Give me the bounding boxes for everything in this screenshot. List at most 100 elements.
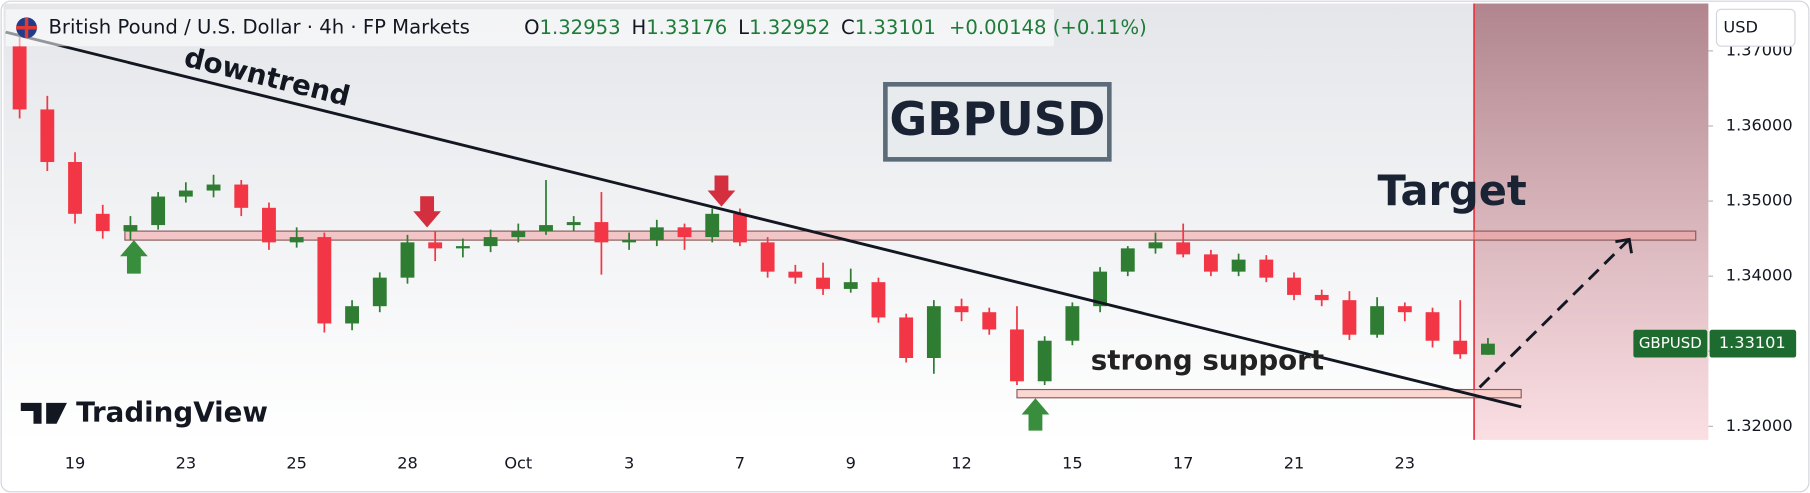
candle-body — [372, 277, 387, 307]
h-value: 1.33176 — [646, 15, 727, 38]
candle-body — [1481, 343, 1495, 355]
x-tick-label: 21 — [1284, 454, 1305, 473]
candle-body — [428, 242, 443, 249]
candle-body — [1148, 242, 1163, 249]
l-value: 1.32952 — [749, 15, 830, 38]
candle-body — [1342, 300, 1357, 335]
currency-button[interactable] — [1715, 8, 1796, 47]
title-box — [883, 82, 1112, 162]
candle-body — [788, 271, 803, 278]
l-label: L — [738, 15, 749, 38]
candle-body — [68, 162, 82, 214]
currency-label[interactable]: USD — [1723, 17, 1758, 36]
candle-body — [206, 184, 221, 191]
candle-body — [622, 240, 637, 243]
candle-body — [954, 306, 969, 313]
candle-body — [677, 227, 692, 238]
candle-body — [982, 312, 997, 330]
symbol-title: British Pound / U.S. Dollar · 4h · FP Ma… — [48, 15, 469, 38]
candle-body — [1037, 340, 1052, 382]
candle-body — [1397, 306, 1412, 313]
candle-body — [455, 246, 470, 249]
candle-body — [400, 242, 415, 278]
c-value: 1.33101 — [855, 15, 936, 38]
x-tick-label: 19 — [65, 454, 86, 473]
price-axis-bg — [1708, 3, 1806, 443]
candle-body — [1176, 242, 1191, 255]
target-projection — [1478, 238, 1631, 389]
candle-body — [843, 282, 858, 289]
x-tick-label: 15 — [1062, 454, 1083, 473]
candle-body — [1425, 312, 1440, 341]
x-tick-label: 12 — [951, 454, 972, 473]
down-arrow — [707, 175, 736, 207]
chart-title: GBPUSD — [889, 92, 1105, 146]
support-zone — [1016, 388, 1522, 399]
candle-body — [1120, 248, 1135, 272]
ohlc-readout: O1.32953 H1.33176 L1.32952 C1.33101 +0.0… — [524, 15, 1147, 38]
trendline — [5, 30, 1522, 409]
candle-body — [483, 237, 498, 247]
c-label: C — [841, 15, 855, 38]
candle-body — [1453, 340, 1468, 355]
candle-body — [317, 237, 332, 324]
target-arrowhead — [1615, 237, 1633, 254]
flag-cross — [16, 17, 37, 39]
candle-body — [871, 282, 886, 318]
candle-body — [511, 231, 526, 238]
x-tick-label: 9 — [846, 454, 856, 473]
y-tick-label: 1.36000 — [1726, 115, 1793, 134]
last-price: 1.33101 — [1719, 333, 1786, 352]
candle-body — [178, 190, 193, 197]
y-tick-label: 1.34000 — [1726, 266, 1793, 285]
candle-body — [123, 225, 138, 232]
candle-body — [40, 109, 55, 163]
candle-body — [566, 222, 581, 226]
candle-body — [1065, 306, 1080, 341]
y-tick-label: 1.32000 — [1726, 416, 1793, 435]
resistance-zone — [124, 230, 1697, 241]
candle-body — [1010, 329, 1024, 382]
candle-body — [95, 213, 110, 232]
down-arrow — [413, 196, 441, 228]
h-label: H — [631, 15, 646, 38]
candle-body — [926, 306, 941, 359]
x-tick-label: 28 — [397, 454, 418, 473]
candle-body — [345, 306, 359, 324]
x-tick-label: Oct — [504, 454, 532, 473]
x-tick-label: 7 — [735, 454, 745, 473]
target-label: Target — [1378, 166, 1527, 215]
x-tick-label: 17 — [1173, 454, 1194, 473]
candle-body — [705, 213, 720, 238]
y-tick-label: 1.35000 — [1726, 191, 1793, 210]
support-label: strong support — [1091, 343, 1324, 376]
candle-body — [1370, 306, 1385, 335]
candle-body — [234, 184, 249, 208]
change: +0.00148 (+0.11%) — [949, 15, 1147, 38]
candle-body — [12, 46, 27, 110]
candle-body — [1231, 259, 1246, 272]
candle-body — [1259, 259, 1274, 278]
candle-body — [1314, 294, 1329, 301]
o-label: O — [524, 15, 539, 38]
candle-body — [1093, 271, 1108, 307]
x-tick-label: 23 — [176, 454, 197, 473]
x-tick-label: 25 — [286, 454, 307, 473]
logo-mark — [20, 402, 67, 424]
o-value: 1.32953 — [540, 15, 621, 38]
candle-body — [760, 242, 775, 272]
symbol-tag: GBPUSD — [1639, 334, 1702, 352]
x-tick-label: 3 — [624, 454, 634, 473]
up-arrow — [1021, 398, 1050, 431]
candle-body — [1203, 254, 1218, 272]
logo-text: TradingView — [76, 395, 268, 428]
candle-body — [899, 317, 914, 359]
header-bg — [5, 9, 1054, 47]
candle-body — [151, 196, 166, 226]
plot-background — [3, 3, 1709, 443]
candle-body — [289, 237, 304, 243]
candle-body — [539, 225, 553, 232]
candle-body — [649, 227, 664, 241]
